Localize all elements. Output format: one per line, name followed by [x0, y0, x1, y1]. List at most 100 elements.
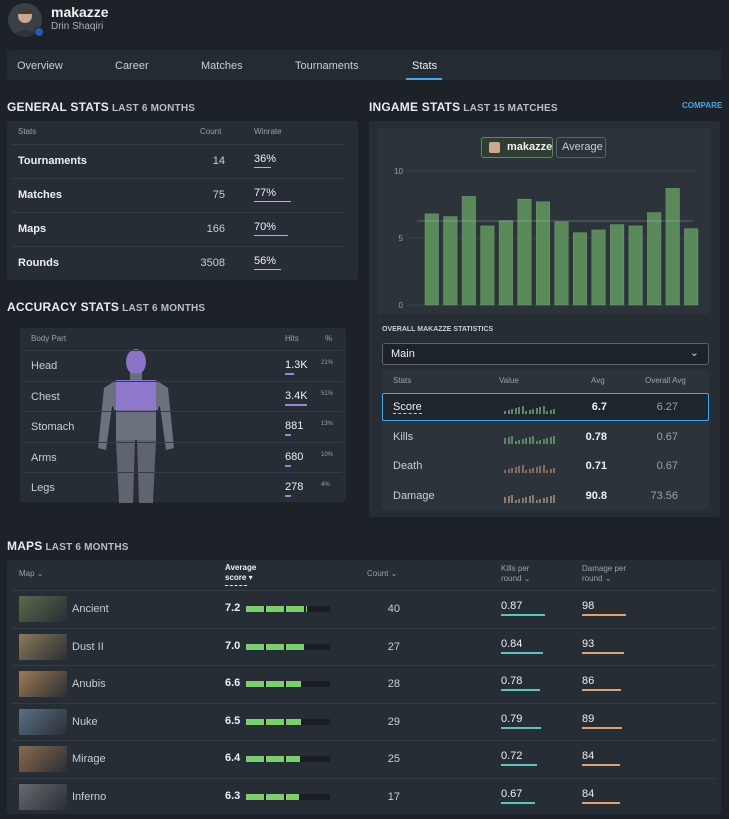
compare-link[interactable]: COMPARE — [682, 101, 723, 110]
sparkline-bar — [542, 438, 545, 444]
accuracy-row-hits: 881 — [285, 420, 304, 432]
maps-header-score[interactable]: Average score ▾ — [225, 563, 257, 582]
score-bar-segment — [246, 643, 264, 650]
chart-bar — [517, 198, 532, 306]
sparkline-bar — [528, 469, 531, 473]
maps-header-count[interactable]: Count ⌄ — [367, 569, 398, 578]
score-bar-segment — [266, 643, 284, 650]
row-divider — [12, 702, 716, 704]
profile-username: makazze — [51, 4, 109, 20]
avatar[interactable] — [8, 3, 42, 37]
chart-bar — [610, 224, 625, 306]
accuracy-bar — [285, 373, 294, 375]
sparkline-bar — [528, 495, 531, 503]
row-divider — [24, 411, 342, 412]
ingame-row-overall: 6.27 — [656, 401, 678, 413]
sparkline-bar — [553, 468, 555, 473]
score-bar-segment — [246, 793, 264, 800]
chart-bar — [665, 188, 680, 306]
map-kpr: 0.79 — [501, 712, 523, 725]
score-bar-segment — [246, 606, 264, 612]
ingame-row-avg: 0.71 — [585, 460, 607, 472]
accuracy-bar — [285, 403, 307, 406]
toggle-average-label: Average — [562, 141, 603, 153]
stats-select-value: Main — [391, 348, 415, 360]
map-thumbnail — [19, 746, 67, 772]
map-count: 40 — [387, 603, 400, 615]
row-divider — [12, 777, 716, 779]
score-bar-segment — [286, 718, 301, 725]
toggle-average-button[interactable]: Average — [556, 137, 606, 158]
sparkline-bar — [507, 436, 510, 444]
general-row-count: 3508 — [200, 257, 225, 269]
ingame-row-label[interactable]: Death — [393, 460, 423, 472]
sparkline-bar — [514, 467, 517, 473]
sparkline-bar — [504, 411, 506, 414]
sparkline-bar — [549, 469, 552, 473]
ingame-row-overall: 0.67 — [656, 430, 678, 443]
sparkline-bar — [532, 468, 534, 473]
kpr-bar — [501, 726, 541, 729]
map-dpr: 93 — [582, 637, 595, 650]
ingame-row-label[interactable]: Kills — [393, 430, 414, 443]
row-divider — [12, 590, 716, 591]
toggle-player-button[interactable]: makazze — [481, 137, 553, 158]
map-name: Mirage — [72, 753, 106, 765]
general-stats-panel — [7, 121, 358, 280]
map-score: 7.2 — [225, 602, 241, 614]
kpr-bar — [501, 689, 540, 691]
map-name: Ancient — [72, 603, 109, 615]
chart-bar — [498, 220, 513, 306]
sparkline-bar — [553, 494, 555, 503]
sparkline-bar — [518, 498, 520, 503]
sparkline-bar — [511, 468, 513, 473]
score-bar-segment — [286, 606, 304, 612]
sparkline-bar — [535, 499, 538, 503]
score-bar-segment — [246, 756, 264, 762]
sparkline-bar — [542, 406, 545, 414]
sparkline-bar — [532, 409, 534, 414]
general-row-winrate: 70% — [254, 221, 277, 233]
sparkline-bar — [518, 439, 520, 444]
general-row-label: Rounds — [18, 257, 59, 269]
score-bar-segment — [246, 718, 264, 725]
ingame-bar-chart: 10 5 0 — [394, 167, 699, 310]
sparkline-bar — [504, 496, 506, 503]
overall-stats-label: OVERALL MAKAZZE STATISTICS — [382, 326, 494, 333]
sparkline-bar — [535, 467, 538, 473]
score-bar-segment — [246, 681, 264, 687]
general-header-stats: Stats — [18, 127, 37, 136]
stats-select[interactable]: Main ⌄ — [382, 343, 709, 365]
ingame-header-stats: Stats — [393, 376, 412, 385]
row-divider — [12, 178, 344, 179]
score-bar-segment — [266, 718, 284, 725]
tab-tournaments[interactable]: Tournaments — [295, 60, 359, 72]
tab-stats[interactable]: Stats — [412, 60, 438, 72]
sparkline-bar — [507, 410, 510, 414]
tab-career[interactable]: Career — [115, 60, 149, 72]
ingame-row-label[interactable]: Damage — [393, 489, 435, 502]
score-bar-segment — [286, 793, 299, 800]
sparkline-bar — [525, 496, 527, 503]
map-kpr: 0.78 — [501, 675, 523, 687]
player-avatar-icon — [489, 142, 500, 153]
tab-matches[interactable]: Matches — [201, 60, 243, 72]
maps-header-kpr[interactable]: Kills per round ⌄ — [501, 564, 531, 583]
kpr-bar — [501, 651, 543, 654]
y-tick-label: 10 — [394, 167, 403, 176]
toggle-player-label: makazze — [507, 141, 553, 153]
accuracy-bar — [285, 464, 291, 467]
dpr-bar — [582, 614, 626, 616]
general-row-count: 75 — [212, 189, 225, 201]
ingame-row-label[interactable]: Score — [393, 401, 422, 414]
maps-header-dpr[interactable]: Damage per round ⌄ — [582, 564, 627, 583]
sparkline-bar — [525, 411, 527, 414]
sparkline-bar — [518, 407, 520, 414]
maps-header-map[interactable]: Map ⌄ — [19, 569, 44, 578]
tab-overview[interactable]: Overview — [17, 60, 63, 72]
sparkline-bar — [546, 496, 548, 503]
accuracy-row-pct: 10% — [321, 451, 334, 458]
map-name: Inferno — [72, 790, 107, 803]
row-divider — [12, 144, 344, 145]
dpr-bar — [582, 689, 621, 691]
